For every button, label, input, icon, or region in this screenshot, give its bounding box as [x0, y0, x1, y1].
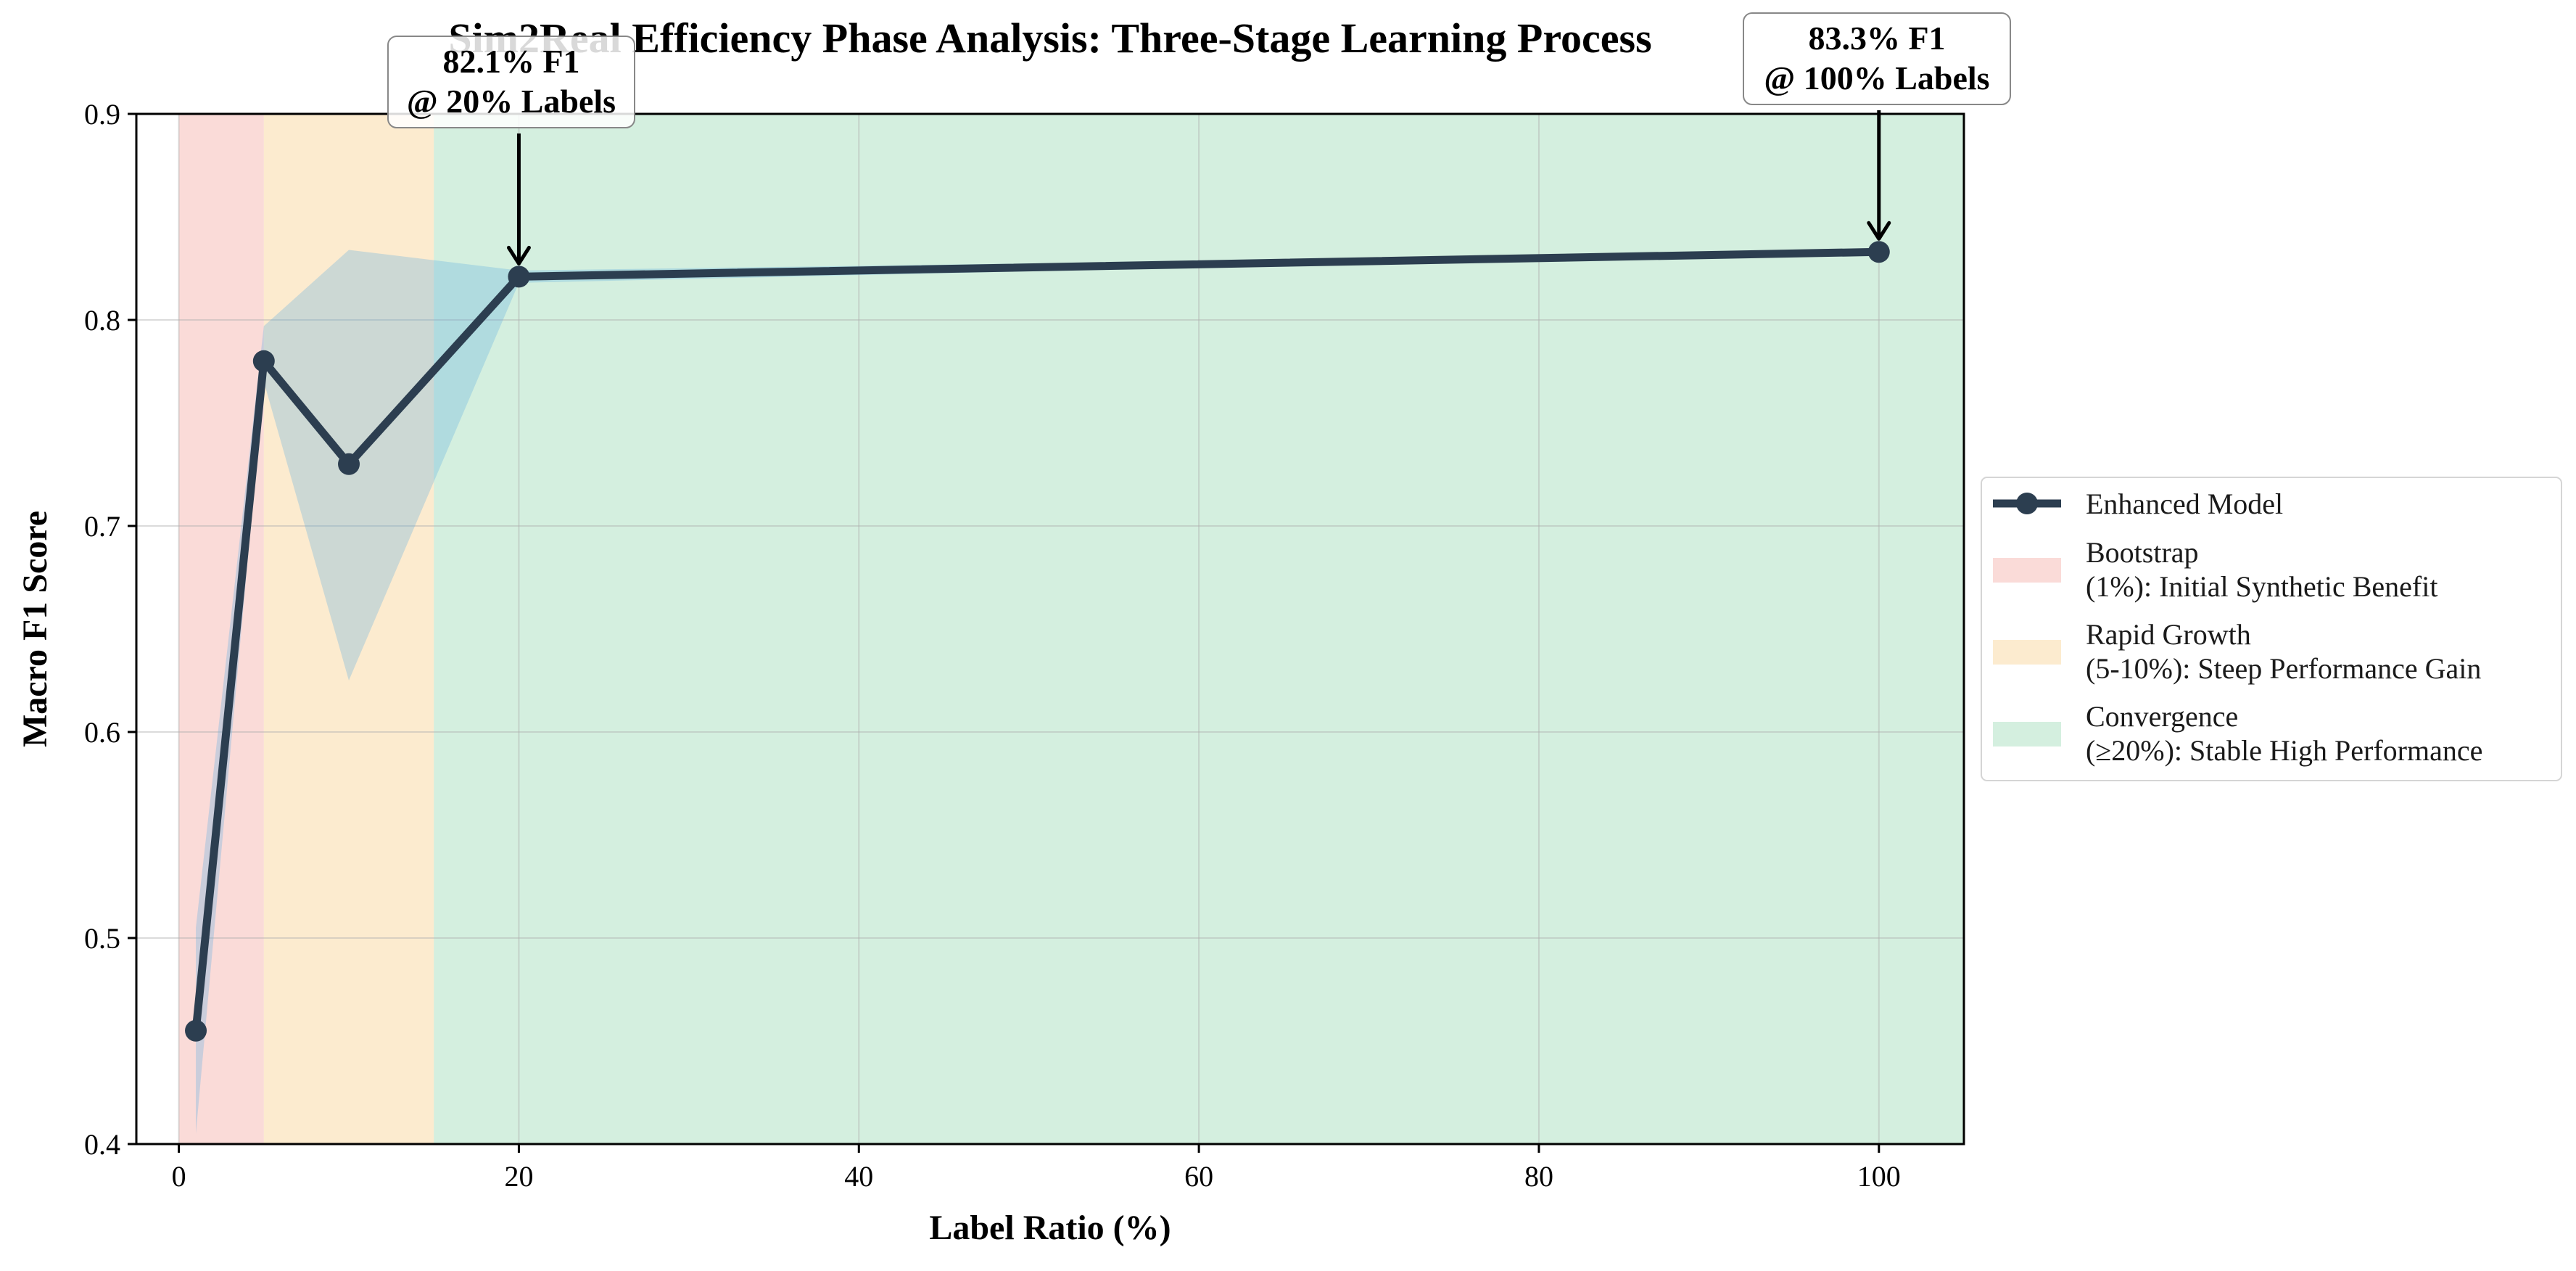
- x-tick-label: 40: [844, 1160, 873, 1193]
- annotation-box: [387, 36, 635, 128]
- data-point: [508, 266, 530, 288]
- annotation-arrowhead: [1867, 221, 1891, 241]
- legend-phase-label-2: (1%): Initial Synthetic Benefit: [2086, 570, 2437, 603]
- data-point: [1867, 241, 1890, 263]
- x-axis-label: Label Ratio (%): [929, 1209, 1171, 1247]
- annotation-line1: 83.3% F1: [1808, 20, 1945, 57]
- phase-region-2: [434, 114, 1965, 1144]
- confidence-band-area: [196, 250, 1879, 1134]
- legend-label-series: Enhanced Model: [2086, 488, 2283, 520]
- data-point: [185, 1019, 207, 1042]
- legend-phase-label-1: Bootstrap: [2086, 536, 2199, 569]
- x-tick-label: 20: [504, 1160, 533, 1193]
- axis-ticks: 0 20 40 60 80 100 0.4 0.5 0.6 0.7 0.8 0.9: [84, 98, 1901, 1193]
- annotation-line2: @ 100% Labels: [1764, 59, 1989, 96]
- confidence-band: [196, 250, 1879, 1134]
- y-tick-label: 0.6: [84, 716, 120, 749]
- legend-phase-swatch: [1993, 558, 2061, 583]
- x-tick-label: 80: [1524, 1160, 1553, 1193]
- data-points: [185, 241, 1890, 1042]
- data-point: [252, 350, 275, 372]
- y-tick-label: 0.5: [84, 922, 120, 955]
- plot-frame: [135, 112, 1965, 1145]
- x-tick-label: 0: [172, 1160, 186, 1193]
- legend-box: [1981, 477, 2562, 781]
- y-tick-label: 0.9: [84, 98, 120, 131]
- phase-regions: [178, 114, 1965, 1144]
- annotation-line2: @ 20% Labels: [407, 83, 616, 120]
- y-tick-label: 0.7: [84, 510, 120, 543]
- legend-phase-swatch: [1993, 722, 2061, 746]
- data-point: [338, 453, 360, 475]
- x-tick-label: 100: [1857, 1160, 1901, 1193]
- annotation-box: [1743, 12, 2011, 105]
- y-tick-label: 0.8: [84, 304, 120, 337]
- y-tick-label: 0.4: [84, 1128, 120, 1161]
- legend: Enhanced Model Bootstrap(1%): Initial Syn…: [1981, 477, 2562, 781]
- chart-title: Sim2Real Efficiency Phase Analysis: Thre…: [448, 15, 1651, 62]
- phase-region-0: [178, 114, 264, 1144]
- annotation-line1: 82.1% F1: [442, 43, 579, 80]
- legend-phase-label-1: Convergence: [2086, 700, 2238, 733]
- phase-region-1: [263, 114, 434, 1144]
- legend-marker-swatch: [2016, 493, 2038, 514]
- annotation-arrowhead: [506, 245, 531, 266]
- y-axis-label: Macro F1 Score: [16, 511, 54, 747]
- x-tick-label: 60: [1184, 1160, 1213, 1193]
- legend-phase-label-2: (5-10%): Steep Performance Gain: [2086, 652, 2481, 685]
- annotations: 82.1% F1@ 20% Labels 83.3% F1@ 100% Label…: [387, 12, 2011, 266]
- legend-phase-label-1: Rapid Growth: [2086, 618, 2251, 651]
- legend-phase-label-2: (≥20%): Stable High Performance: [2086, 734, 2482, 767]
- legend-phase-swatch: [1993, 640, 2061, 665]
